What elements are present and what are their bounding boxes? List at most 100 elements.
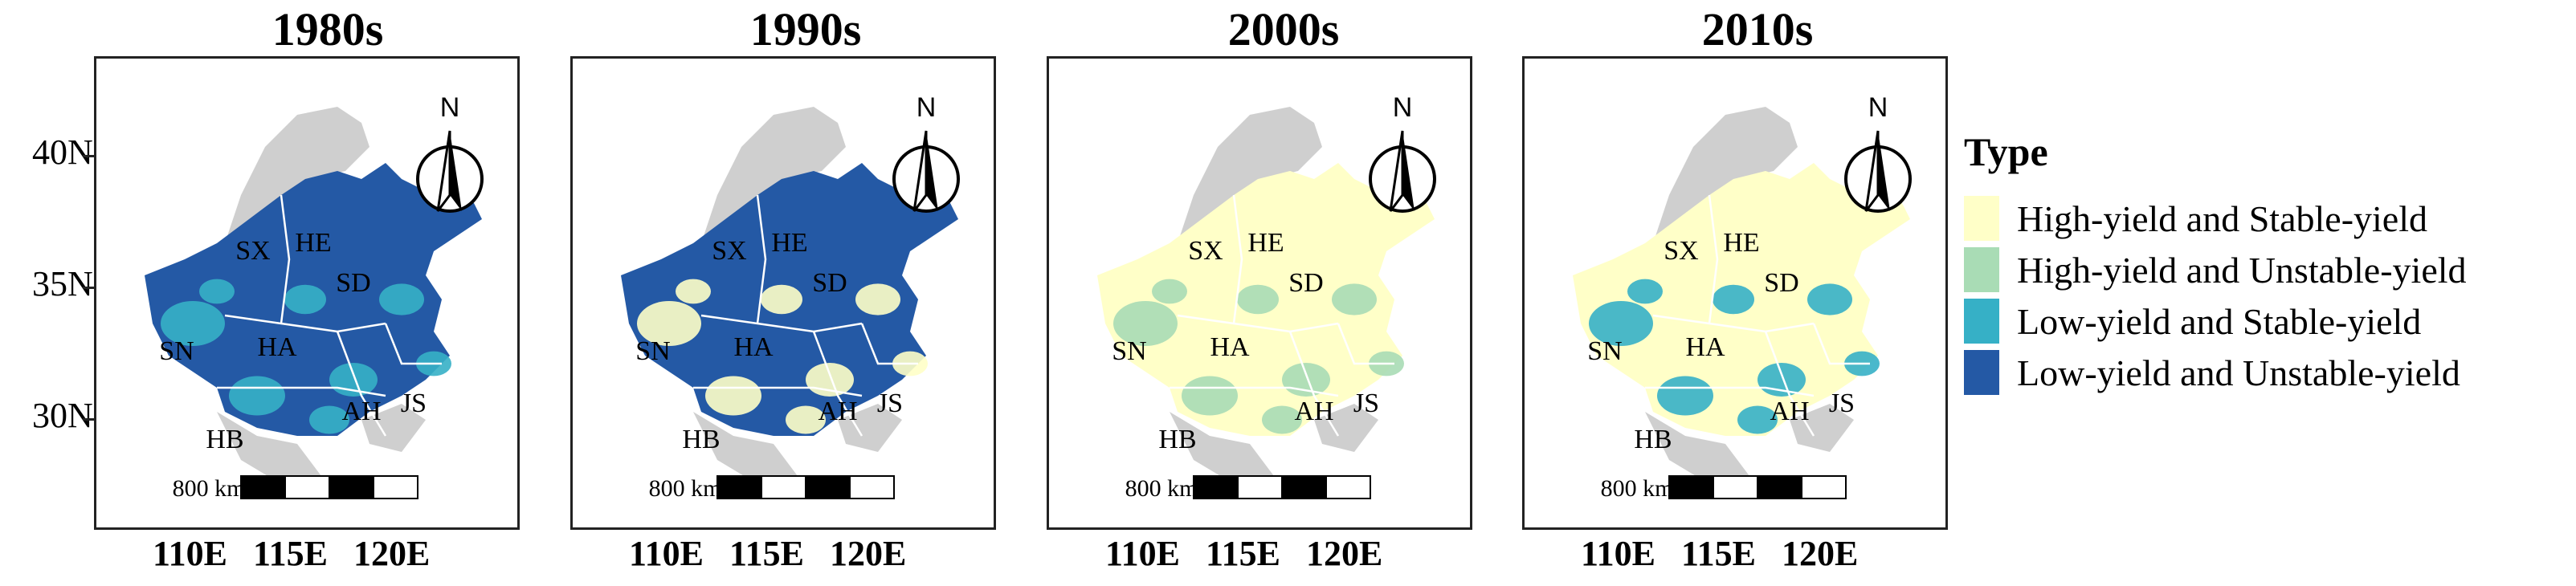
province-boundary xyxy=(700,314,863,333)
x-axis-label-115e: 115E xyxy=(1206,534,1280,573)
yield-patch xyxy=(1332,283,1377,315)
legend-label: High-yield and Unstable-yield xyxy=(2017,249,2467,291)
yield-patch xyxy=(705,376,761,416)
panel-title-2010s: 2010s xyxy=(1701,3,1814,55)
yield-patch xyxy=(1737,405,1778,434)
x-axis-label-110e: 110E xyxy=(1581,534,1655,573)
legend-item-low-unstable: Low-yield and Unstable-yield xyxy=(1964,347,2460,398)
yield-patch xyxy=(1237,284,1279,315)
yield-patch xyxy=(329,363,378,397)
province-label: SD xyxy=(1764,268,1798,298)
north-label: N xyxy=(1393,92,1413,123)
province-label: HB xyxy=(206,425,243,454)
region-grey xyxy=(225,107,369,243)
north-label: N xyxy=(440,92,460,123)
y-axis-label-30n: 30N xyxy=(32,396,93,435)
x-axis-label-120e: 120E xyxy=(1782,534,1859,573)
region-grey xyxy=(1653,107,1798,243)
yield-patch xyxy=(161,301,225,346)
yield-patch xyxy=(1713,284,1754,315)
yield-patch xyxy=(379,283,424,315)
province-label: JS xyxy=(1829,389,1855,418)
panel-title-1990s: 1990s xyxy=(749,3,862,55)
province-label: SN xyxy=(1112,336,1146,366)
province-label: SX xyxy=(235,236,270,266)
scale-bar: 800 km xyxy=(173,475,418,502)
province-label: SX xyxy=(1664,236,1698,266)
x-axis-label-115e: 115E xyxy=(1681,534,1756,573)
province-boundary xyxy=(693,386,863,397)
map-panel-1980s: SX HE SD SN HA AH JS HB N 800 km xyxy=(94,56,520,530)
panel-title-2000s: 2000s xyxy=(1227,3,1340,55)
x-axis-label-120e: 120E xyxy=(1306,534,1383,573)
legend-label: Low-yield and Unstable-yield xyxy=(2017,352,2460,393)
province-label: SN xyxy=(635,336,670,366)
region-grey xyxy=(1170,404,1378,484)
province-boundary xyxy=(384,323,442,365)
north-label: N xyxy=(1868,92,1888,123)
province-label: HE xyxy=(1247,228,1284,258)
yield-patch xyxy=(1757,363,1806,397)
yield-patch xyxy=(229,376,285,416)
region-grey xyxy=(217,404,426,484)
yield-patch xyxy=(855,283,900,315)
north-arrow-icon: N xyxy=(416,92,484,213)
yield-patch xyxy=(1282,363,1330,397)
province-label: AH xyxy=(1294,397,1333,426)
north-arrow-icon: N xyxy=(1844,92,1912,213)
province-label: AH xyxy=(341,397,381,426)
province-label: AH xyxy=(818,397,857,426)
yield-patch xyxy=(786,405,826,434)
x-axis-label-120e: 120E xyxy=(830,534,907,573)
province-boundary xyxy=(1288,331,1340,437)
north-label: N xyxy=(917,92,937,123)
yield-patch xyxy=(1589,301,1653,346)
legend-swatch xyxy=(1964,299,1999,344)
province-boundary xyxy=(1170,386,1339,397)
scale-bar: 800 km xyxy=(649,475,895,502)
scale-bar: 800 km xyxy=(1601,475,1847,502)
x-axis-label-110e: 110E xyxy=(1105,534,1180,573)
province-label: HE xyxy=(295,228,331,258)
scale-label: 800 km xyxy=(649,475,722,502)
province-label: HB xyxy=(1158,425,1196,454)
province-label: HB xyxy=(682,425,720,454)
yield-patch xyxy=(1182,376,1238,416)
province-boundary xyxy=(1764,331,1815,437)
legend-item-high-stable: High-yield and Stable-yield xyxy=(1964,193,2427,244)
legend-title: Type xyxy=(1964,129,2048,174)
province-boundary xyxy=(756,194,767,324)
province-boundary xyxy=(1652,314,1815,333)
x-axis-label-110e: 110E xyxy=(153,534,227,573)
panel-title-1980s: 1980s xyxy=(271,3,384,55)
province-label: SX xyxy=(1188,236,1223,266)
legend-item-high-unstable: High-yield and Unstable-yield xyxy=(1964,244,2467,295)
legend-item-low-stable: Low-yield and Stable-yield xyxy=(1964,295,2421,347)
x-axis-label-120e: 120E xyxy=(353,534,431,573)
province-boundary xyxy=(1645,386,1815,397)
x-axis-label-110e: 110E xyxy=(629,534,704,573)
yield-patch xyxy=(1657,376,1713,416)
province-label: SD xyxy=(812,268,847,298)
legend-label: High-yield and Stable-yield xyxy=(2017,197,2427,239)
yield-patch xyxy=(1113,301,1178,346)
province-boundary xyxy=(224,314,386,333)
province-label: AH xyxy=(1770,397,1809,426)
scale-label: 800 km xyxy=(1601,475,1674,502)
province-boundary xyxy=(1177,314,1339,333)
province-label: HA xyxy=(257,332,297,362)
legend-swatch xyxy=(1964,350,1999,395)
province-label: HA xyxy=(1210,332,1250,362)
province-label: HA xyxy=(1685,332,1725,362)
province-label: SN xyxy=(159,336,194,366)
province-boundary xyxy=(1708,194,1719,324)
x-axis-label-115e: 115E xyxy=(729,534,804,573)
yield-patch xyxy=(637,301,701,346)
province-boundary xyxy=(812,331,863,437)
province-label: SD xyxy=(336,268,370,298)
legend-swatch xyxy=(1964,247,1999,292)
legend-label: Low-yield and Stable-yield xyxy=(2017,300,2422,342)
